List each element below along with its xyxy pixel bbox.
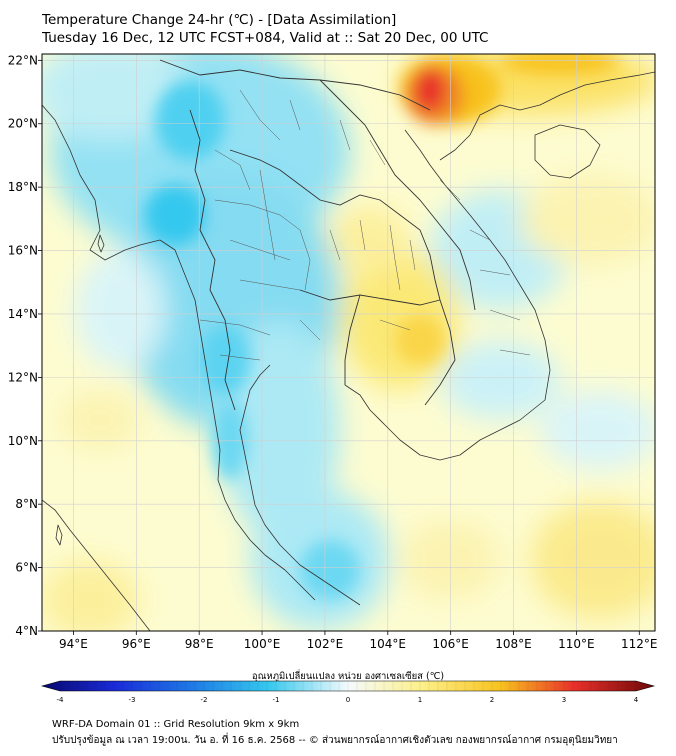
lon-tick-label: 94°E xyxy=(59,637,88,651)
lon-tick-label: 104°E xyxy=(370,637,407,651)
province-borders xyxy=(199,89,531,361)
lon-tick-label: 108°E xyxy=(495,637,532,651)
lon-tick-label: 106°E xyxy=(432,637,469,651)
coastlines xyxy=(42,71,655,631)
lon-tick-label: 98°E xyxy=(185,637,214,651)
lat-tick-label: 20°N xyxy=(8,117,38,131)
colorbar-tick-label: -4 xyxy=(57,696,65,704)
map-subtitle: Tuesday 16 Dec, 12 UTC FCST+084, Valid a… xyxy=(42,30,489,46)
colorbar-tick-label: -3 xyxy=(129,696,136,704)
country-borders xyxy=(159,59,476,411)
lat-tick-label: 22°N xyxy=(8,53,38,67)
colorbar-tick-label: -1 xyxy=(273,696,280,704)
lon-tick-label: 96°E xyxy=(122,637,151,651)
lat-tick-label: 12°N xyxy=(8,370,38,384)
lon-tick-label: 112°E xyxy=(621,637,658,651)
colorbar-tick-label: 4 xyxy=(634,696,639,704)
temperature-map: 94°E 96°E 98°E 100°E 102°E 104°E 106°E 108°E 110… xyxy=(8,53,658,704)
lon-tick-label: 102°E xyxy=(307,637,344,651)
colorbar-label: อุณหภูมิเปลี่ยนแปลง หน่วย องศาเซลเซียส (… xyxy=(252,669,444,682)
lat-tick-label: 4°N xyxy=(15,624,38,638)
temperature-field xyxy=(42,54,655,631)
lat-tick-label: 8°N xyxy=(15,497,38,511)
colorbar-tick-label: -2 xyxy=(201,696,208,704)
axis-ticks xyxy=(38,59,640,635)
lat-tick-label: 10°N xyxy=(8,434,38,448)
colorbar-ticks: -4 -3 -2 -1 0 1 2 3 4 xyxy=(57,681,639,704)
colorbar-tick-label: 2 xyxy=(490,696,494,704)
lat-tick-label: 14°N xyxy=(8,307,38,321)
colorbar-tick-label: 3 xyxy=(562,696,566,704)
plot-frame xyxy=(41,53,656,632)
colorbar-tick-label: 0 xyxy=(346,696,350,704)
longitude-labels: 94°E 96°E 98°E 100°E 102°E 104°E 106°E 108°E 110… xyxy=(59,637,658,651)
colorbar-tick-label: 1 xyxy=(418,696,422,704)
map-title: Temperature Change 24-hr (℃) - [Data Ass… xyxy=(42,12,397,28)
graticule xyxy=(42,54,655,631)
colorbar xyxy=(40,680,656,692)
lon-tick-label: 100°E xyxy=(244,637,281,651)
footer-credit: ปรับปรุงข้อมูล ณ เวลา 19:00น. วัน อ. ที่… xyxy=(52,735,618,746)
latitude-labels: 22°N 20°N 18°N 16°N 14°N 12°N 10°N 8°N 6°N 4°N xyxy=(8,53,38,638)
lon-tick-label: 110°E xyxy=(558,637,595,651)
lat-tick-label: 18°N xyxy=(8,180,38,194)
footer-resolution: WRF-DA Domain 01 :: Grid Resolution 9km … xyxy=(52,719,300,730)
lat-tick-label: 6°N xyxy=(15,561,38,575)
lat-tick-label: 16°N xyxy=(8,244,38,258)
